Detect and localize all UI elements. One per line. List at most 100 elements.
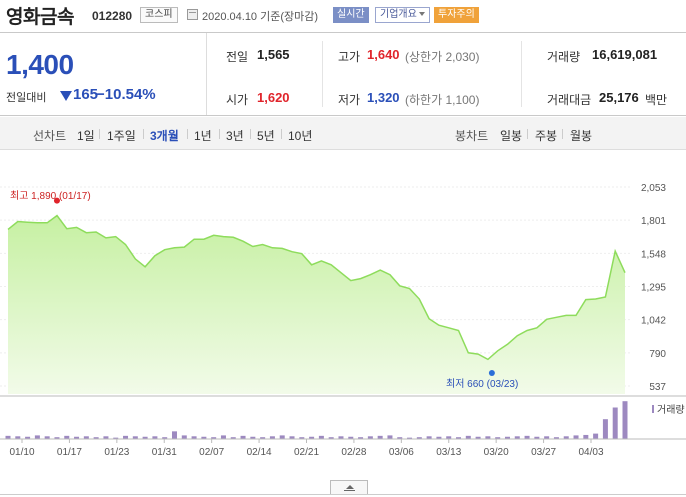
volume-bar bbox=[132, 436, 138, 439]
candle-chart-heading: 봉차트 bbox=[455, 129, 489, 143]
volume-bar bbox=[397, 437, 403, 439]
realtime-button[interactable]: 실시간 bbox=[333, 7, 369, 23]
x-tick-label: 03/06 bbox=[389, 447, 414, 458]
y-tick-label: 537 bbox=[649, 382, 666, 393]
volume-bar bbox=[269, 436, 275, 439]
volume-bar bbox=[289, 436, 295, 439]
company-overview-button[interactable]: 기업개요 bbox=[375, 7, 430, 23]
company-overview-label: 기업개요 bbox=[380, 9, 417, 20]
volume-bar bbox=[495, 437, 501, 439]
stock-header: 영화금속 012280 코스피 2020.04.10 기준(장마감) 실시간 기… bbox=[0, 0, 686, 30]
down-triangle-icon bbox=[60, 91, 72, 101]
volume-bar bbox=[544, 436, 550, 439]
volume-bar bbox=[426, 436, 432, 439]
x-tick-label: 02/07 bbox=[199, 447, 224, 458]
tab-daily-candle[interactable]: 일봉 bbox=[500, 129, 523, 143]
volume-bar bbox=[456, 437, 462, 439]
x-tick-label: 02/21 bbox=[294, 447, 319, 458]
tab-separator bbox=[527, 129, 528, 139]
y-tick-label: 790 bbox=[649, 349, 666, 360]
base-date: 2020.04.10 기준(장마감) bbox=[202, 11, 319, 23]
current-price-box: 1,400 전일대비 165 −10.54% bbox=[0, 33, 207, 115]
tab-weekly-candle[interactable]: 주봉 bbox=[535, 129, 558, 143]
y-axis: 2,053 1,801 1,548 1,295 1,042 790 537 bbox=[641, 183, 666, 393]
volume-legend-swatch bbox=[652, 405, 654, 413]
x-tick-label: 02/14 bbox=[247, 447, 272, 458]
tab-1day[interactable]: 1일 bbox=[77, 129, 95, 143]
volume-bar bbox=[387, 435, 393, 439]
volume-bar bbox=[338, 436, 344, 439]
volume-bar bbox=[181, 435, 187, 439]
volume-bar bbox=[123, 435, 129, 439]
upper-limit: (상한가 2,030) bbox=[405, 50, 480, 64]
y-tick-label: 1,042 bbox=[641, 316, 666, 327]
volume-bar bbox=[524, 435, 530, 439]
tab-10year[interactable]: 10년 bbox=[288, 129, 313, 143]
volume-bar bbox=[563, 436, 569, 439]
volume-bar bbox=[25, 436, 31, 439]
volume-bar bbox=[593, 433, 599, 439]
volume-bar bbox=[299, 437, 305, 439]
tab-monthly-candle[interactable]: 월봉 bbox=[570, 129, 593, 143]
amount-value: 25,176 bbox=[599, 90, 639, 105]
tab-5year[interactable]: 5년 bbox=[257, 129, 275, 143]
volume-value: 16,619,081 bbox=[592, 47, 658, 62]
x-tick-label: 01/10 bbox=[9, 447, 34, 458]
volume-legend: 거래량 bbox=[657, 404, 685, 416]
x-tick-label: 03/20 bbox=[484, 447, 509, 458]
collapse-chart-button[interactable] bbox=[330, 480, 368, 494]
stat-divider bbox=[322, 41, 323, 107]
volume-bar bbox=[64, 435, 70, 439]
y-tick-label: 1,548 bbox=[641, 249, 666, 260]
y-tick-label: 2,053 bbox=[641, 183, 666, 194]
x-tick-label: 03/27 bbox=[531, 447, 556, 458]
volume-bar bbox=[328, 437, 334, 439]
volume-bar bbox=[201, 436, 207, 439]
tab-3month[interactable]: 3개월 bbox=[150, 129, 179, 143]
price-panel: 1,400 전일대비 165 −10.54% 전일 1,565 시가 1,620… bbox=[0, 32, 686, 116]
tab-1week[interactable]: 1주일 bbox=[107, 129, 136, 143]
volume-bar bbox=[416, 437, 422, 439]
volume-bar bbox=[514, 436, 520, 439]
calendar-icon bbox=[187, 9, 198, 20]
change-rate: −10.54% bbox=[96, 86, 156, 103]
volume-bar bbox=[348, 436, 354, 439]
x-tick-label: 03/13 bbox=[436, 447, 461, 458]
bottom-border bbox=[0, 494, 686, 495]
price-line bbox=[7, 214, 626, 361]
volume-bar bbox=[367, 436, 373, 439]
tab-separator bbox=[143, 129, 144, 139]
amount-label: 거래대금 bbox=[547, 93, 592, 107]
x-tick-label: 01/31 bbox=[152, 447, 177, 458]
tab-1year[interactable]: 1년 bbox=[194, 129, 212, 143]
volume-bar bbox=[602, 419, 608, 439]
max-point-marker bbox=[53, 197, 60, 204]
volume-bar bbox=[74, 436, 80, 439]
x-tick-label: 01/17 bbox=[57, 447, 82, 458]
volume-bar bbox=[279, 435, 285, 439]
line-chart-heading: 선차트 bbox=[33, 129, 67, 143]
volume-label: 거래량 bbox=[547, 50, 581, 64]
high-label: 고가 bbox=[338, 50, 361, 64]
volume-bar bbox=[230, 437, 236, 439]
volume-bar bbox=[113, 437, 119, 439]
change-value: 165 bbox=[73, 86, 99, 103]
tab-3year[interactable]: 3년 bbox=[226, 129, 244, 143]
volume-bar bbox=[358, 437, 364, 439]
x-tick-label: 04/03 bbox=[578, 447, 603, 458]
volume-bar bbox=[309, 436, 315, 439]
x-tick-label: 01/23 bbox=[104, 447, 129, 458]
volume-bar bbox=[583, 434, 589, 439]
volume-bar bbox=[5, 435, 11, 439]
stock-code: 012280 bbox=[92, 9, 133, 23]
open-value: 1,620 bbox=[257, 90, 290, 105]
volume-bar bbox=[15, 436, 21, 439]
volume-bar bbox=[93, 437, 99, 439]
volume-bar bbox=[446, 436, 452, 439]
min-point-label: 최저 660 (03/23) bbox=[446, 378, 518, 390]
volume-bar bbox=[436, 436, 442, 439]
tab-separator bbox=[250, 129, 251, 139]
volume-bar bbox=[612, 407, 618, 439]
x-axis: 01/10 01/17 01/23 01/31 02/07 02/14 02/21 02/28… bbox=[9, 439, 604, 458]
